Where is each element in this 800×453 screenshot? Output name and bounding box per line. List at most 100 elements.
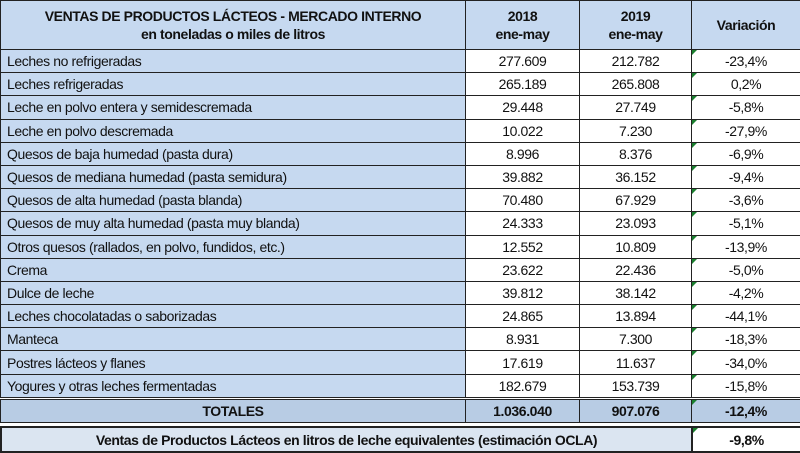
row-label: Quesos de mediana humedad (pasta semidur…	[1, 165, 466, 188]
value-2019: 36.152	[580, 165, 692, 188]
value-variacion: -9,4%	[692, 165, 800, 188]
value-2018: 39.812	[466, 281, 580, 304]
row-label: Quesos de muy alta humedad (pasta muy bl…	[1, 212, 466, 235]
value-2018: 8.996	[466, 142, 580, 165]
row-label: Dulce de leche	[1, 281, 466, 304]
column-header-variacion: Variación	[692, 1, 800, 50]
cell-indicator-icon	[692, 400, 697, 405]
value-2019: 11.637	[580, 351, 692, 374]
cell-indicator-icon	[692, 50, 697, 55]
year-label: 2019	[586, 7, 685, 25]
table-title-cell: VENTAS DE PRODUCTOS LÁCTEOS - MERCADO IN…	[1, 1, 466, 50]
row-label: Otros quesos (rallados, en polvo, fundid…	[1, 235, 466, 258]
value-2018: 12.552	[466, 235, 580, 258]
row-label: Leches chocolatadas o saborizadas	[1, 305, 466, 328]
row-label: Leches no refrigeradas	[1, 50, 466, 73]
row-label: Leche en polvo descremada	[1, 119, 466, 142]
totals-row: TOTALES 1.036.040 907.076 -12,4%	[1, 398, 800, 422]
value-2018: 39.882	[466, 165, 580, 188]
cell-indicator-icon	[692, 328, 697, 333]
dairy-sales-table: VENTAS DE PRODUCTOS LÁCTEOS - MERCADO IN…	[0, 0, 800, 423]
totals-2018: 1.036.040	[466, 398, 580, 422]
value-2019: 23.093	[580, 212, 692, 235]
value-2019: 67.929	[580, 189, 692, 212]
cell-indicator-icon	[692, 143, 697, 148]
value-2018: 10.022	[466, 119, 580, 142]
value-variacion: -18,3%	[692, 328, 800, 351]
period-label: ene-may	[472, 25, 573, 43]
cell-indicator-icon	[692, 166, 697, 171]
value-2019: 27.749	[580, 96, 692, 119]
value-variacion: -15,8%	[692, 374, 800, 398]
value-2019: 10.809	[580, 235, 692, 258]
value-variacion: -23,4%	[692, 50, 800, 73]
cell-indicator-icon	[692, 282, 697, 287]
row-label: Crema	[1, 258, 466, 281]
cell-indicator-icon	[692, 73, 697, 78]
value-2018: 24.865	[466, 305, 580, 328]
value-2019: 153.739	[580, 374, 692, 398]
value-variacion: -5,8%	[692, 96, 800, 119]
value-2019: 8.376	[580, 142, 692, 165]
value-2019: 212.782	[580, 50, 692, 73]
value-variacion: 0,2%	[692, 73, 800, 96]
value-2018: 8.931	[466, 328, 580, 351]
value-2019: 265.808	[580, 73, 692, 96]
table-row: Quesos de alta humedad (pasta blanda)70.…	[1, 189, 800, 212]
cell-indicator-icon	[692, 189, 697, 194]
value-2018: 182.679	[466, 374, 580, 398]
cell-indicator-icon	[692, 236, 697, 241]
cell-indicator-icon	[693, 428, 698, 433]
totals-2019: 907.076	[580, 398, 692, 422]
cell-indicator-icon	[692, 351, 697, 356]
footer-table: Ventas de Productos Lácteos en litros de…	[0, 426, 800, 453]
row-label: Postres lácteos y flanes	[1, 351, 466, 374]
value-variacion: -13,9%	[692, 235, 800, 258]
value-2018: 24.333	[466, 212, 580, 235]
table-row: Quesos de baja humedad (pasta dura)8.996…	[1, 142, 800, 165]
cell-indicator-icon	[692, 96, 697, 101]
value-variacion: -44,1%	[692, 305, 800, 328]
cell-indicator-icon	[692, 212, 697, 217]
value-2018: 70.480	[466, 189, 580, 212]
value-variacion: -3,6%	[692, 189, 800, 212]
value-2018: 23.622	[466, 258, 580, 281]
value-2019: 13.894	[580, 305, 692, 328]
value-variacion: -27,9%	[692, 119, 800, 142]
row-label: Quesos de baja humedad (pasta dura)	[1, 142, 466, 165]
value-2019: 38.142	[580, 281, 692, 304]
value-2018: 17.619	[466, 351, 580, 374]
value-variacion: -4,2%	[692, 281, 800, 304]
period-label: ene-may	[586, 25, 685, 43]
cell-indicator-icon	[692, 305, 697, 310]
value-2018: 29.448	[466, 96, 580, 119]
value-variacion: -6,9%	[692, 142, 800, 165]
table-subtitle: en toneladas o miles de litros	[7, 25, 459, 43]
table-row: Otros quesos (rallados, en polvo, fundid…	[1, 235, 800, 258]
value-variacion: -5,1%	[692, 212, 800, 235]
table-row: Quesos de mediana humedad (pasta semidur…	[1, 165, 800, 188]
value-variacion: -34,0%	[692, 351, 800, 374]
table-title: VENTAS DE PRODUCTOS LÁCTEOS - MERCADO IN…	[7, 7, 459, 25]
value-variacion: -5,0%	[692, 258, 800, 281]
footer-variacion: -9,8%	[692, 427, 800, 452]
value-2018: 265.189	[466, 73, 580, 96]
value-2018: 277.609	[466, 50, 580, 73]
row-label: Yogures y otras leches fermentadas	[1, 374, 466, 398]
table-row: Quesos de muy alta humedad (pasta muy bl…	[1, 212, 800, 235]
header-row: VENTAS DE PRODUCTOS LÁCTEOS - MERCADO IN…	[1, 1, 800, 50]
totals-variacion: -12,4%	[692, 398, 800, 422]
row-label: Leche en polvo entera y semidescremada	[1, 96, 466, 119]
cell-indicator-icon	[692, 120, 697, 125]
footer-row: Ventas de Productos Lácteos en litros de…	[1, 427, 800, 452]
